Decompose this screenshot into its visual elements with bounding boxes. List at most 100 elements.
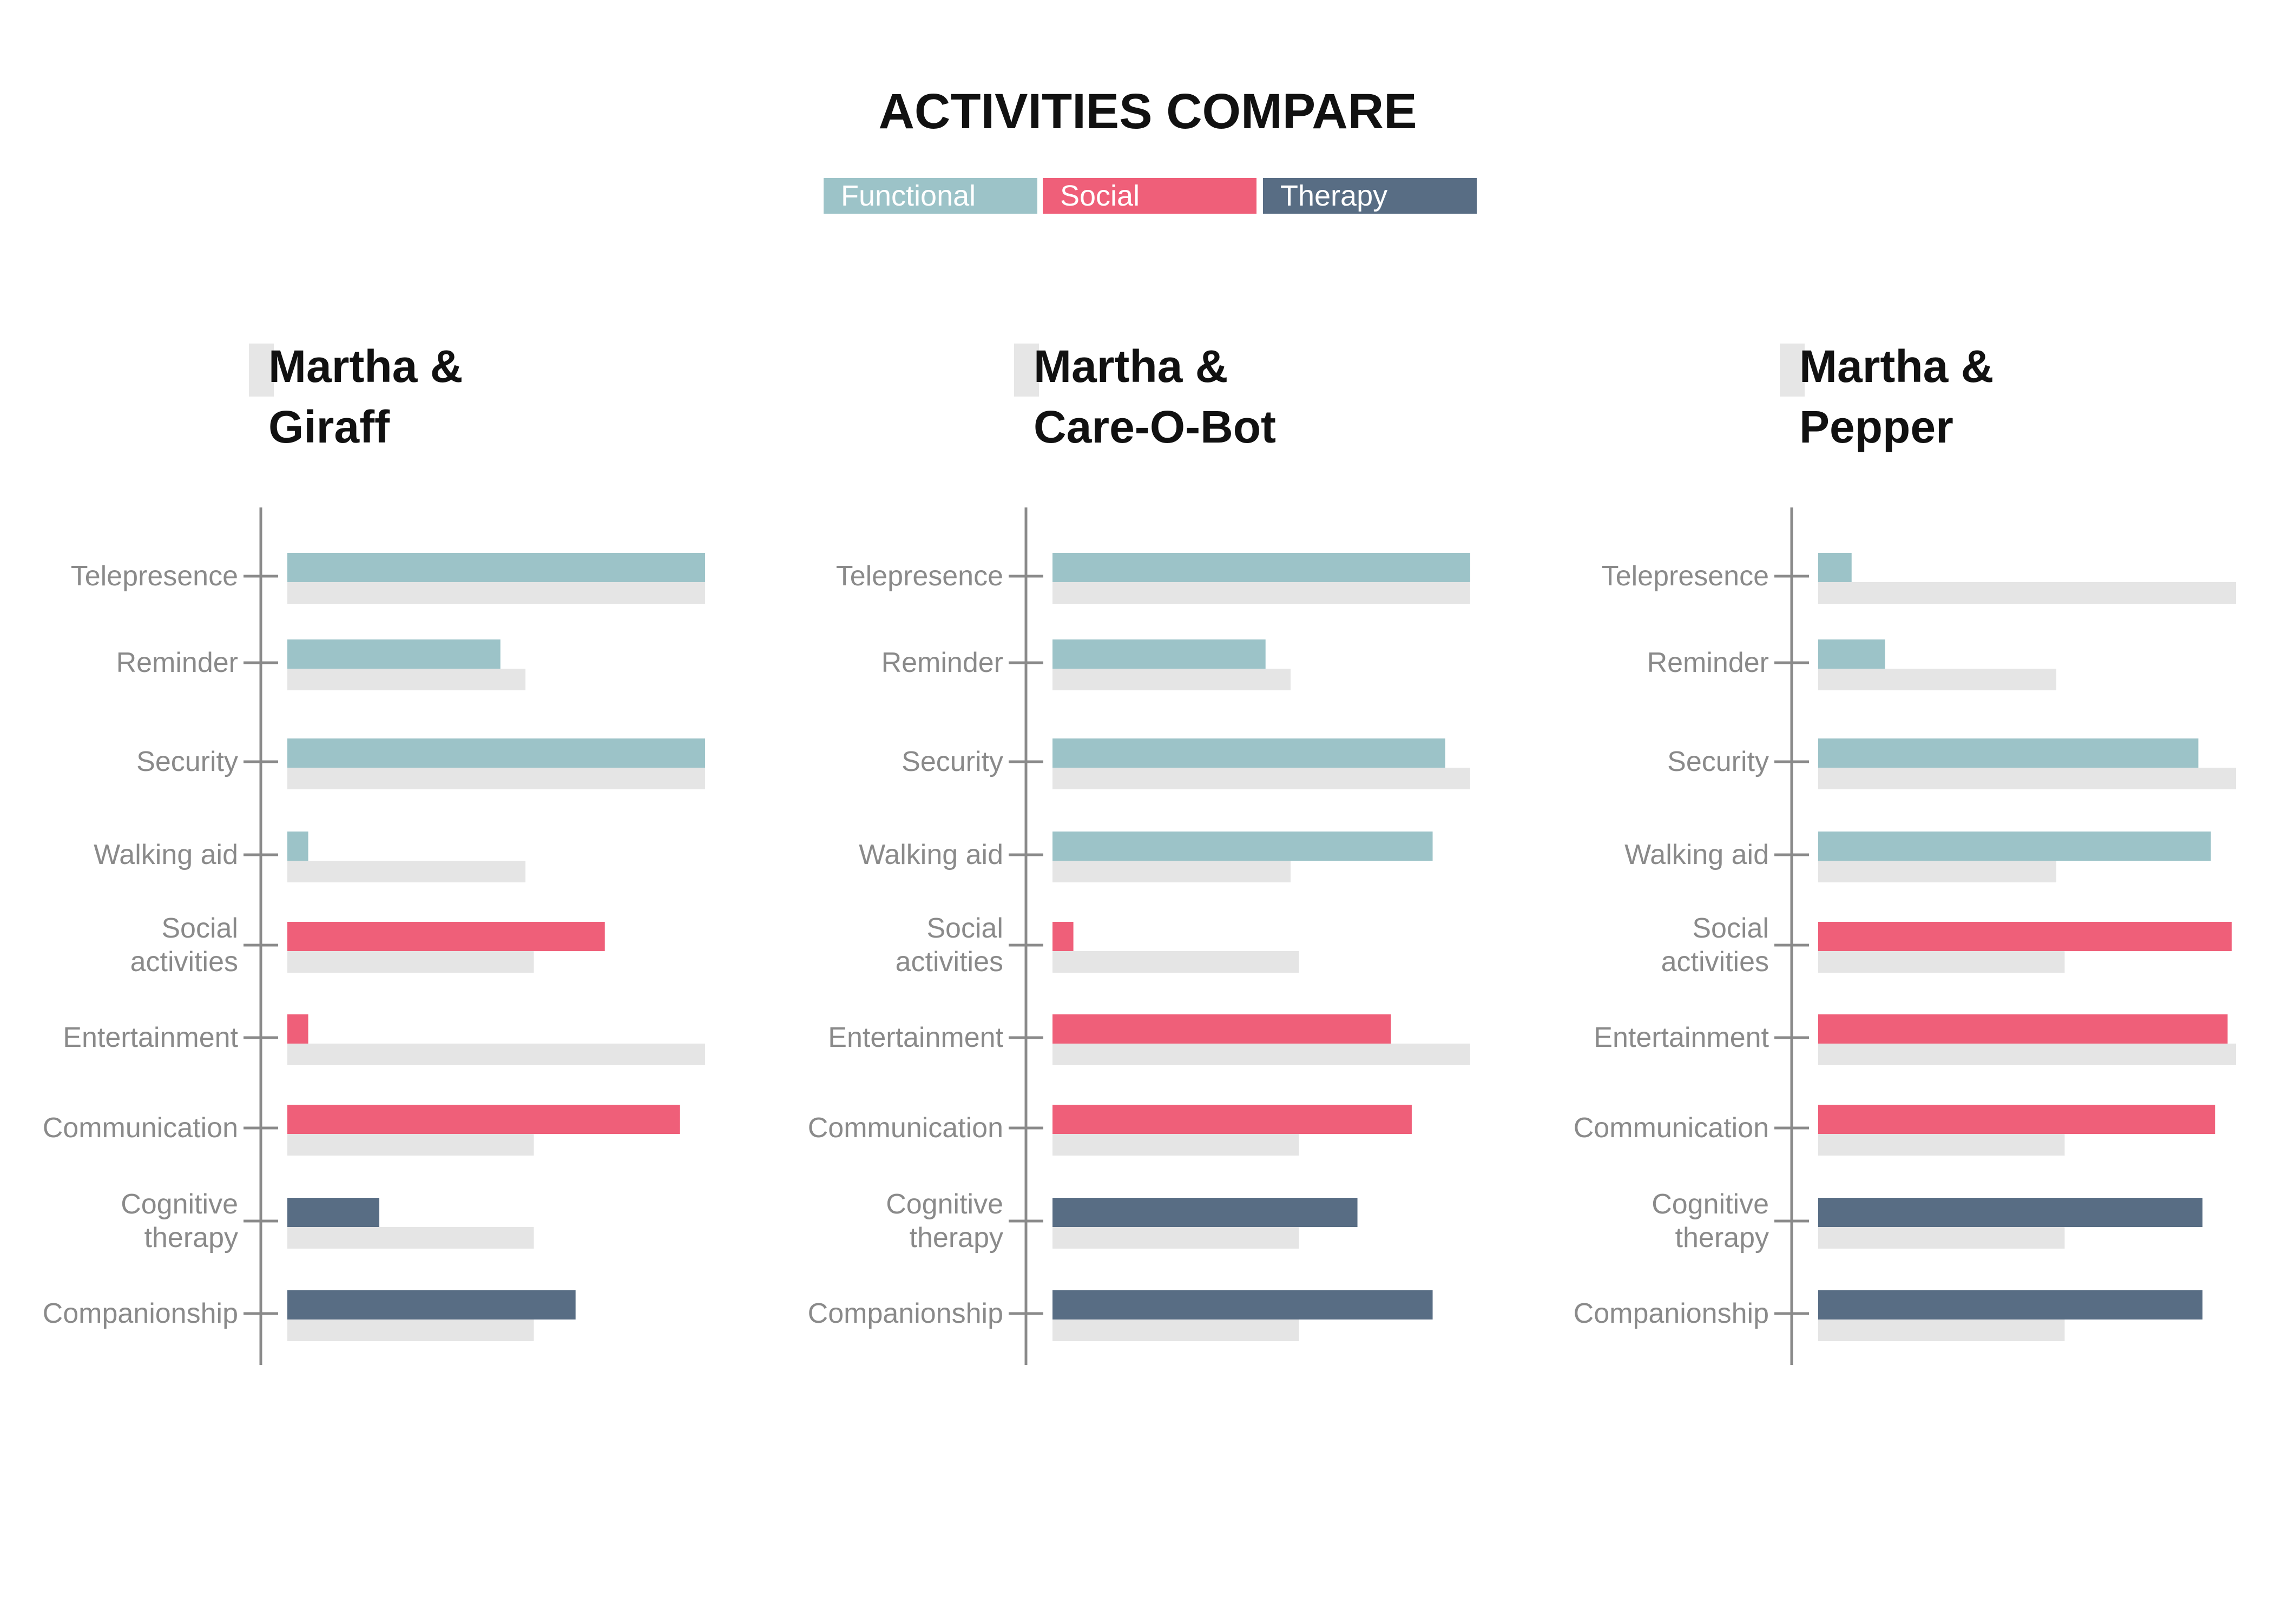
- value-bar: [1052, 738, 1445, 768]
- bar-row-communication: Communication: [1574, 1105, 2215, 1156]
- reference-bar: [1052, 1319, 1299, 1341]
- bar-row-telepresence: Telepresence: [836, 553, 1470, 604]
- category-label: Companionship: [1574, 1298, 1769, 1329]
- bar-row-reminder: Reminder: [1647, 639, 2057, 690]
- reference-bar: [287, 1044, 705, 1065]
- value-bar: [287, 832, 308, 861]
- reference-bar: [1818, 669, 2057, 690]
- legend-swatch: [1043, 178, 1256, 214]
- category-label: Telepresence: [836, 560, 1003, 592]
- panel-title-line: Martha &: [1034, 341, 1228, 392]
- bar-row-companionship: Companionship: [43, 1290, 576, 1341]
- value-bar: [287, 738, 705, 768]
- bar-row-walking-aid: Walking aid: [859, 832, 1433, 882]
- bar-row-security: Security: [902, 738, 1470, 789]
- value-bar: [287, 639, 501, 669]
- category-label: Entertainment: [1594, 1022, 1769, 1053]
- category-label: Reminder: [1647, 647, 1769, 678]
- value-bar: [1818, 553, 1852, 582]
- reference-bar: [1818, 1044, 2236, 1065]
- reference-bar: [1052, 1227, 1299, 1249]
- category-label: Communication: [1574, 1112, 1769, 1144]
- panel-title-line: Giraff: [268, 401, 390, 452]
- reference-bar: [287, 1227, 534, 1249]
- reference-bar: [1818, 768, 2236, 789]
- legend-swatch: [824, 178, 1037, 214]
- category-label: Walking aid: [1624, 839, 1769, 870]
- panel-title-marker: [1780, 344, 1805, 397]
- bar-row-telepresence: Telepresence: [1602, 553, 2236, 604]
- category-label: therapy: [910, 1222, 1003, 1253]
- value-bar: [1052, 1014, 1391, 1044]
- category-label: Cognitive: [1652, 1189, 1769, 1220]
- legend-item-social: Social: [1043, 178, 1256, 214]
- bar-row-communication: Communication: [43, 1105, 680, 1156]
- value-bar: [1818, 1014, 2228, 1044]
- reference-bar: [1818, 582, 2236, 604]
- reference-bar: [287, 951, 534, 973]
- bar-row-entertainment: Entertainment: [828, 1014, 1470, 1065]
- category-label: Entertainment: [828, 1022, 1003, 1053]
- panel-title-line: Martha &: [268, 341, 463, 392]
- category-label: Social: [1692, 913, 1769, 944]
- legend-label: Functional: [841, 180, 976, 212]
- category-label: Security: [1667, 746, 1769, 777]
- reference-bar: [1052, 768, 1470, 789]
- category-label: Communication: [43, 1112, 238, 1144]
- value-bar: [1818, 1198, 2203, 1227]
- value-bar: [1818, 1290, 2203, 1319]
- category-label: Security: [902, 746, 1003, 777]
- reference-bar: [1052, 1044, 1470, 1065]
- reference-bar: [1818, 861, 2057, 882]
- value-bar: [1052, 1198, 1358, 1227]
- category-label: Telepresence: [71, 560, 238, 592]
- panel-title-marker: [249, 344, 274, 397]
- legend-swatch: [1263, 178, 1477, 214]
- chart-panel-giraff: Martha & Giraff Telepresence Reminder Securi…: [43, 341, 705, 1365]
- reference-bar: [287, 669, 526, 690]
- legend-label: Therapy: [1280, 180, 1387, 212]
- bar-row-security: Security: [136, 738, 705, 789]
- reference-bar: [287, 1134, 534, 1156]
- chart-title: ACTIVITIES COMPARE: [878, 84, 1417, 139]
- value-bar: [1052, 922, 1074, 951]
- reference-bar: [1052, 582, 1470, 604]
- value-bar: [287, 1014, 308, 1044]
- bar-row-walking-aid: Walking aid: [94, 832, 526, 882]
- value-bar: [1052, 832, 1433, 861]
- value-bar: [1052, 553, 1470, 582]
- category-label: activities: [896, 946, 1003, 978]
- bar-row-reminder: Reminder: [881, 639, 1291, 690]
- category-label: Companionship: [808, 1298, 1003, 1329]
- panel-title-line: Pepper: [1799, 401, 1953, 452]
- value-bar: [287, 1290, 576, 1319]
- reference-bar: [1052, 861, 1291, 882]
- category-label: Telepresence: [1602, 560, 1769, 592]
- category-label: Companionship: [43, 1298, 238, 1329]
- value-bar: [287, 1105, 680, 1134]
- category-label: Walking aid: [859, 839, 1003, 870]
- category-label: Reminder: [881, 647, 1003, 678]
- category-label: Social: [926, 913, 1003, 944]
- reference-bar: [1052, 951, 1299, 973]
- value-bar: [1818, 922, 2232, 951]
- value-bar: [1818, 639, 1885, 669]
- value-bar: [1818, 1105, 2215, 1134]
- category-label: Social: [161, 913, 238, 944]
- bar-row-companionship: Companionship: [1574, 1290, 2203, 1341]
- value-bar: [1052, 639, 1266, 669]
- legend-item-functional: Functional: [824, 178, 1037, 214]
- value-bar: [1052, 1105, 1412, 1134]
- category-label: Reminder: [116, 647, 238, 678]
- reference-bar: [287, 768, 705, 789]
- reference-bar: [287, 1319, 534, 1341]
- bar-row-companionship: Companionship: [808, 1290, 1433, 1341]
- legend: Functional Social Therapy: [824, 178, 1477, 214]
- panel-title-line: Martha &: [1799, 341, 1994, 392]
- value-bar: [1818, 832, 2211, 861]
